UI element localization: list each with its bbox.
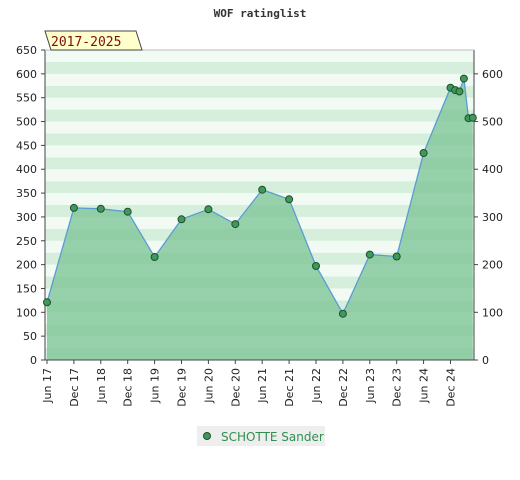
data-point[interactable]: [419, 149, 428, 157]
y-axis-right: 0 100 200 300 400 500 600: [474, 68, 503, 367]
date-range-text: 2017-2025: [51, 35, 121, 50]
y-tick-label-left: 150: [16, 282, 37, 295]
y-tick-label-right: 400: [482, 163, 503, 176]
background-band: [45, 157, 474, 170]
chart-title: WOF ratinglist: [214, 7, 307, 20]
y-tick-label-right: 200: [482, 259, 503, 272]
data-point[interactable]: [258, 185, 267, 194]
date-range-badge: 2017-2025: [44, 30, 143, 51]
x-tick-label: Jun 22: [310, 368, 323, 404]
background-band: [45, 61, 474, 74]
y-tick-label-left: 400: [16, 163, 37, 176]
x-tick-label: Dec 23: [391, 368, 404, 407]
x-tick-label: Dec 21: [283, 368, 296, 407]
background-band: [45, 85, 474, 98]
data-point[interactable]: [455, 87, 464, 96]
background-band: [45, 97, 474, 110]
data-points: [43, 74, 477, 318]
y-tick-label-left: 300: [16, 211, 37, 224]
x-tick-label: Dec 19: [175, 368, 188, 407]
y-tick-label-left: 600: [16, 68, 37, 81]
background-band: [45, 109, 474, 122]
y-tick-label-right: 100: [482, 306, 503, 319]
legend-marker-icon: [203, 432, 211, 440]
background-band: [45, 73, 474, 86]
data-point[interactable]: [338, 309, 347, 318]
data-point[interactable]: [468, 113, 477, 122]
y-tick-label-left: 550: [16, 92, 37, 105]
x-tick-label: Dec 20: [229, 368, 242, 407]
data-point[interactable]: [69, 203, 78, 212]
y-tick-label-right: 0: [482, 354, 489, 367]
background-band: [45, 145, 474, 158]
data-point[interactable]: [459, 74, 468, 83]
x-tick-label: Dec 22: [337, 368, 350, 407]
y-tick-label-left: 450: [16, 139, 37, 152]
data-point[interactable]: [312, 262, 320, 270]
x-axis: Jun 17 Dec 17 Jun 18 Dec 18 Jun 19 Dec 19 Jun …: [41, 360, 457, 407]
y-tick-label-left: 50: [23, 330, 37, 343]
data-point[interactable]: [204, 205, 213, 214]
legend[interactable]: SCHOTTE Sander: [197, 426, 325, 446]
data-point[interactable]: [231, 220, 240, 229]
data-point[interactable]: [43, 298, 51, 307]
x-tick-label: Jun 23: [364, 368, 377, 404]
data-point[interactable]: [285, 195, 294, 204]
y-tick-label-right: 300: [482, 211, 503, 224]
area-fill: [47, 78, 473, 360]
background-band: [45, 121, 474, 134]
x-tick-label: Jun 19: [149, 368, 162, 404]
x-tick-label: Dec 18: [122, 368, 135, 407]
background-band: [45, 50, 474, 62]
y-tick-label-right: 500: [482, 116, 503, 129]
data-point[interactable]: [150, 253, 159, 261]
x-tick-label: Jun 21: [256, 368, 269, 404]
x-tick-label: Jun 20: [202, 368, 215, 404]
x-tick-label: Jun 24: [418, 368, 431, 404]
data-point[interactable]: [123, 207, 132, 216]
y-tick-label-left: 250: [16, 235, 37, 248]
x-tick-label: Dec 24: [444, 368, 457, 407]
y-tick-label-left: 500: [16, 116, 37, 129]
y-tick-label-left: 350: [16, 187, 37, 200]
background-band: [45, 169, 474, 182]
y-tick-label-left: 200: [16, 259, 37, 272]
y-tick-label-left: 650: [16, 44, 37, 57]
data-point[interactable]: [392, 252, 401, 261]
data-point[interactable]: [96, 204, 105, 213]
data-point[interactable]: [177, 215, 186, 224]
data-point[interactable]: [365, 250, 374, 259]
x-tick-label: Dec 17: [68, 368, 81, 407]
x-tick-label: Jun 18: [95, 368, 108, 404]
background-band: [45, 133, 474, 146]
y-tick-label-left: 0: [30, 354, 37, 367]
legend-label: SCHOTTE Sander: [221, 430, 324, 444]
x-tick-label: Jun 17: [41, 368, 54, 404]
y-tick-label-left: 100: [16, 306, 37, 319]
y-axis-left: 0 50 100 150 200 250 300 350 400 450 500 550 600 650: [16, 44, 45, 367]
y-tick-label-right: 600: [482, 68, 503, 81]
